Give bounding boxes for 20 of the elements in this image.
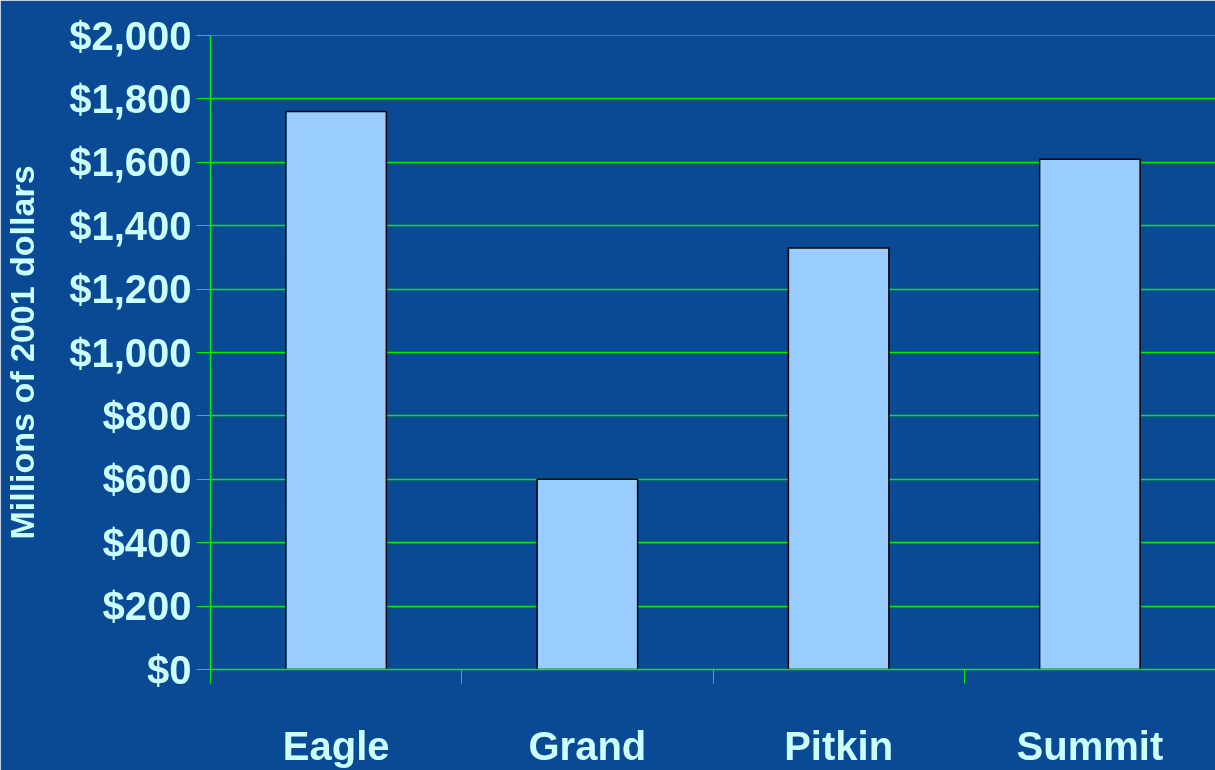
y-tick-label: $600 <box>102 457 192 502</box>
bar <box>536 478 639 670</box>
x-tick-label: Summit <box>1016 723 1164 768</box>
y-axis-title: Millions of 2001 dollars <box>3 165 42 540</box>
bar <box>285 110 388 670</box>
y-tick-label: $800 <box>102 393 192 438</box>
y-tick-label: $1,400 <box>69 203 192 248</box>
y-tick-label: $0 <box>147 647 192 692</box>
y-tick-label: $1,600 <box>69 140 192 185</box>
x-tick-label: Eagle <box>282 723 390 768</box>
x-tick-label: Grand <box>528 723 647 768</box>
bar <box>1038 158 1141 670</box>
y-tick-label: $1,800 <box>69 76 192 121</box>
y-tick-label: $400 <box>102 520 192 565</box>
y-tick-label: $1,200 <box>69 267 192 312</box>
y-tick-label: $200 <box>102 584 192 629</box>
y-tick-label: $2,000 <box>69 13 192 58</box>
bar <box>787 247 890 670</box>
x-tick-label: Pitkin <box>784 723 894 768</box>
y-tick-label: $1,000 <box>69 330 192 375</box>
